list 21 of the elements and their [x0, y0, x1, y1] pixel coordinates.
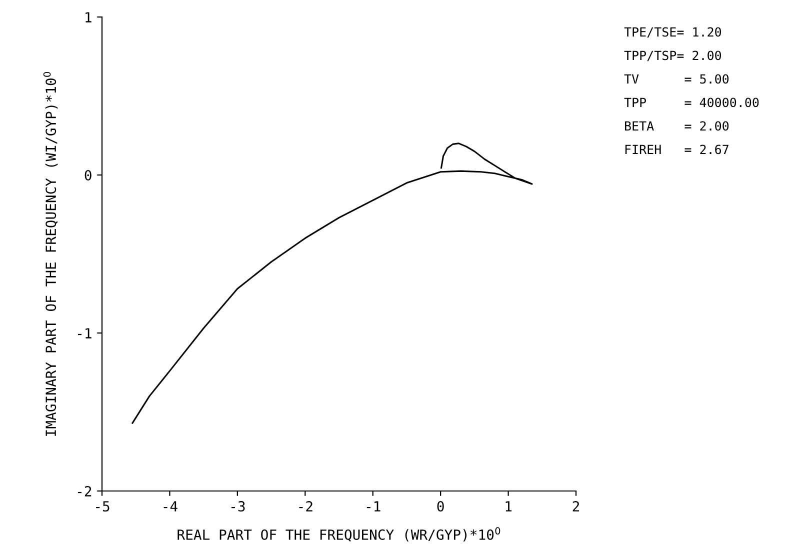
- x-tick-label: -3: [231, 501, 245, 512]
- y-tick-label: -1: [78, 328, 92, 338]
- y-tick-label: 1: [86, 12, 92, 22]
- x-tick-label: -5: [96, 501, 110, 512]
- text: FIREH = 2.67: [625, 144, 728, 154]
- text: TPE/TSE= 1.20: [624, 27, 722, 38]
- y-tick-label: 0: [84, 170, 92, 181]
- text: TV = 5.00: [624, 74, 729, 84]
- text: TPP/TSP= 2.00: [624, 50, 722, 62]
- y-axis-title: IMAGINARY PART OF THE FREQUENCY (WI/GYP)*10$^{0}$: [43, 72, 58, 436]
- x-tick-label: 1: [506, 501, 512, 512]
- x-tick-label: -4: [164, 501, 178, 512]
- x-tick-label: -2: [299, 501, 312, 512]
- x-tick-label: 2: [572, 501, 579, 512]
- y-tick-label: -2: [78, 486, 92, 496]
- x-axis-title: REAL PART OF THE FREQUENCY (WR/GYP)*10$^{0}$: [178, 527, 500, 542]
- text: TPP = 40000.00: [624, 98, 759, 108]
- text: BETA = 2.00: [625, 121, 729, 131]
- x-tick-label: 0: [437, 501, 444, 512]
- x-tick-label: -1: [366, 501, 380, 512]
- line-series: [132, 142, 533, 424]
